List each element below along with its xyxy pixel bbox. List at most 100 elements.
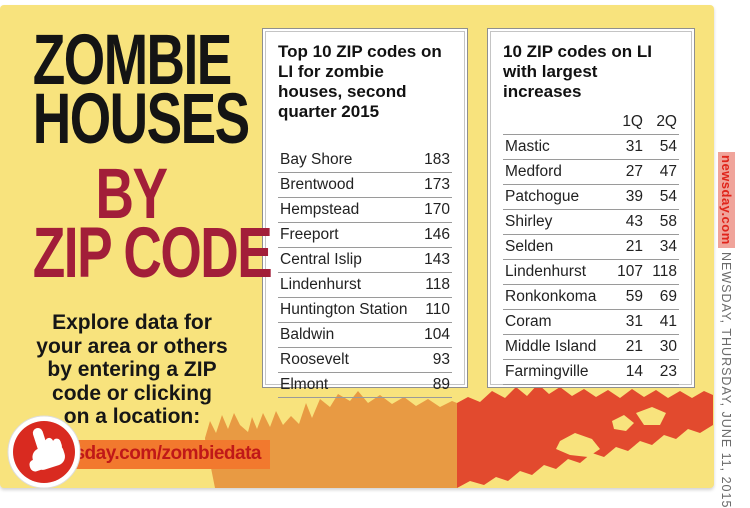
- table-row: Shirley 43 58: [503, 210, 679, 235]
- table-row: Bay Shore 183: [278, 148, 452, 173]
- row-value: 89: [432, 376, 450, 393]
- row-q2: 118: [652, 263, 677, 280]
- col-header-2q: 2Q: [656, 113, 677, 130]
- row-q2: 58: [659, 213, 677, 230]
- table-row: Brentwood 173: [278, 173, 452, 198]
- title-line-by: BY: [95, 155, 168, 234]
- row-value: 143: [424, 251, 450, 268]
- row-value: 93: [432, 351, 450, 368]
- row-q1: 21: [625, 338, 643, 355]
- table-row: Roosevelt 93: [278, 348, 452, 373]
- row-name: Selden: [505, 238, 554, 255]
- row-q2: 54: [659, 188, 677, 205]
- row-name: Shirley: [505, 213, 553, 230]
- row-q2: 41: [659, 313, 677, 330]
- table-increases-title: 10 ZIP codes on LI with largest increase…: [503, 42, 652, 101]
- table-row: Middle Island 21 30: [503, 335, 679, 360]
- row-q2: 30: [659, 338, 677, 355]
- table-row: Lindenhurst 107 118: [503, 260, 679, 285]
- intro-line: Explore data for: [52, 311, 212, 334]
- table-row: Elmont 89: [278, 373, 452, 398]
- row-q2: 47: [659, 163, 677, 180]
- row-q1: 59: [625, 288, 643, 305]
- row-name: Lindenhurst: [280, 276, 362, 293]
- row-name: Elmont: [280, 376, 329, 393]
- row-q2: 54: [659, 138, 677, 155]
- table-row: Patchogue 39 54: [503, 185, 679, 210]
- row-value: 104: [424, 326, 450, 343]
- row-name: Farmingville: [505, 363, 589, 380]
- row-q2: 34: [659, 238, 677, 255]
- map-bay-cutout: [636, 407, 666, 425]
- row-q1: 43: [625, 213, 643, 230]
- row-q1: 21: [625, 238, 643, 255]
- table-top10-zombie-houses: Top 10 ZIP codes on LI for zombie houses…: [262, 28, 468, 398]
- row-name: Mastic: [505, 138, 550, 155]
- row-name: Roosevelt: [280, 351, 349, 368]
- map-bay-cutout: [556, 433, 600, 457]
- title-line-zombie: ZOMBIE: [32, 21, 233, 100]
- map-east-region: [457, 384, 713, 488]
- intro-line: code or clicking: [52, 381, 212, 405]
- table-row: Ronkonkoma 59 69: [503, 285, 679, 310]
- row-name: Coram: [505, 313, 552, 330]
- table-row: Medford 27 47: [503, 160, 679, 185]
- row-name: Bay Shore: [280, 151, 353, 168]
- table-row: Central Islip 143: [278, 248, 452, 273]
- intro-line: your area or others: [36, 334, 228, 358]
- row-name: Middle Island: [505, 338, 597, 355]
- row-name: Ronkonkoma: [505, 288, 597, 305]
- page-title: ZOMBIE HOUSES BY ZIP CODE: [0, 21, 273, 293]
- table-row: Mastic 31 54: [503, 135, 679, 160]
- edition-date-text: NEWSDAY, THURSDAY, JUNE 11, 2015: [719, 252, 733, 508]
- map-bay-cutout: [612, 415, 634, 431]
- hand-cursor-svg: [7, 415, 81, 489]
- row-q2: 23: [659, 363, 677, 380]
- table-largest-increases: 10 ZIP codes on LI with largest increase…: [487, 28, 695, 388]
- row-value: 110: [425, 301, 450, 318]
- table-row: Farmingville 14 23: [503, 360, 679, 385]
- infographic-panel: ZOMBIE HOUSES BY ZIP CODE Explore data f…: [0, 5, 714, 490]
- row-value: 118: [425, 276, 450, 293]
- title-line-zipcode: ZIP CODE: [32, 214, 273, 293]
- table-row: Hempstead 170: [278, 198, 452, 223]
- row-name: Baldwin: [280, 326, 335, 343]
- intro-line: on a location:: [63, 405, 201, 428]
- row-q1: 27: [625, 163, 643, 180]
- row-value: 173: [424, 176, 450, 193]
- row-q1: 31: [625, 138, 643, 155]
- row-name: Brentwood: [280, 176, 355, 193]
- col-header-1q: 1Q: [622, 113, 643, 130]
- table-row: Freeport 146: [278, 223, 452, 248]
- intro-text: Explore data for your area or others by …: [0, 311, 264, 429]
- row-name: Freeport: [280, 226, 339, 243]
- row-name: Patchogue: [505, 188, 580, 205]
- table-top10-title: Top 10 ZIP codes on LI for zombie houses…: [278, 42, 442, 121]
- table-row: Coram 31 41: [503, 310, 679, 335]
- row-name: Medford: [505, 163, 562, 180]
- row-name: Central Islip: [280, 251, 362, 268]
- table-top10-inner: Top 10 ZIP codes on LI for zombie houses…: [265, 31, 465, 398]
- row-value: 146: [424, 226, 450, 243]
- intro-line: by entering a ZIP: [47, 358, 217, 381]
- newsday-brand-tag: newsday.com: [718, 152, 735, 248]
- table-row: Lindenhurst 118: [278, 273, 452, 298]
- title-line-houses: HOUSES: [32, 80, 250, 159]
- row-q1: 39: [625, 188, 643, 205]
- row-name: Hempstead: [280, 201, 360, 218]
- row-q1: 107: [617, 263, 643, 280]
- table-row: Selden 21 34: [503, 235, 679, 260]
- table-row: Baldwin 104: [278, 323, 452, 348]
- table-header-row: 1Q 2Q: [503, 110, 679, 135]
- row-q1: 31: [625, 313, 643, 330]
- row-q1: 14: [625, 363, 643, 380]
- table-row: Huntington Station 110: [278, 298, 452, 323]
- row-value: 183: [424, 151, 450, 168]
- hand-cursor-icon: [6, 414, 82, 490]
- table-top10-rows: Bay Shore 183 Brentwood 173 Hempstead 170 F…: [278, 148, 452, 398]
- row-value: 170: [424, 201, 450, 218]
- row-name: Huntington Station: [280, 301, 408, 318]
- table-increases-inner: 10 ZIP codes on LI with largest increase…: [490, 31, 692, 385]
- row-q2: 69: [659, 288, 677, 305]
- row-name: Lindenhurst: [505, 263, 587, 280]
